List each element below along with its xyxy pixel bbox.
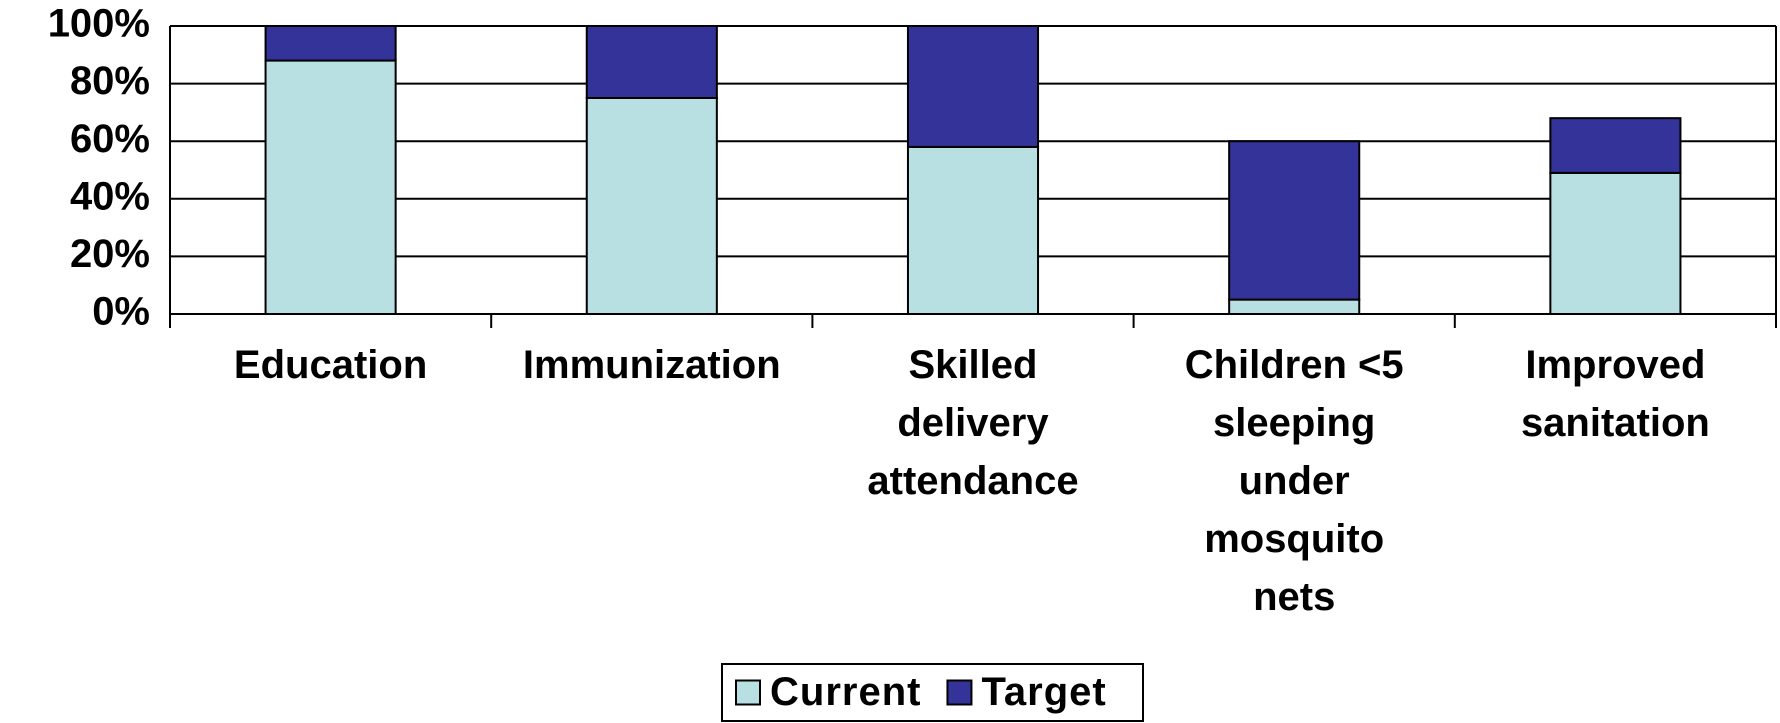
legend-swatch <box>735 679 761 706</box>
y-tick-label: 20% <box>70 232 150 276</box>
bar-segment <box>585 25 718 99</box>
legend-label: Target <box>981 670 1106 714</box>
x-tick-label: Immunization <box>522 343 781 387</box>
y-tick-label: 80% <box>70 59 150 103</box>
x-tick-label: Improved sanitation <box>1520 343 1710 445</box>
bar-segment <box>906 25 1040 148</box>
y-tick-label: 40% <box>70 174 150 218</box>
bar-segment <box>1228 140 1361 301</box>
bar-segment <box>585 97 718 315</box>
legend-box <box>721 663 1144 722</box>
x-tick-label: Children <5 sleeping under mosquito nets <box>1184 343 1404 619</box>
y-tick-label: 0% <box>92 290 150 334</box>
bar-segment <box>264 25 397 62</box>
bar-segment <box>1228 298 1361 316</box>
bar-segment <box>906 145 1040 315</box>
bar-segment <box>1549 117 1682 174</box>
y-tick-label: 100% <box>48 2 150 46</box>
bar-segment <box>264 59 397 316</box>
x-tick-label: Education <box>233 343 428 387</box>
legend-swatch <box>946 679 973 706</box>
bar-segment <box>1549 171 1682 315</box>
y-tick-label: 60% <box>70 117 150 161</box>
x-tick-label: Skilled delivery attendance <box>867 343 1079 503</box>
legend-label: Current <box>770 670 921 714</box>
